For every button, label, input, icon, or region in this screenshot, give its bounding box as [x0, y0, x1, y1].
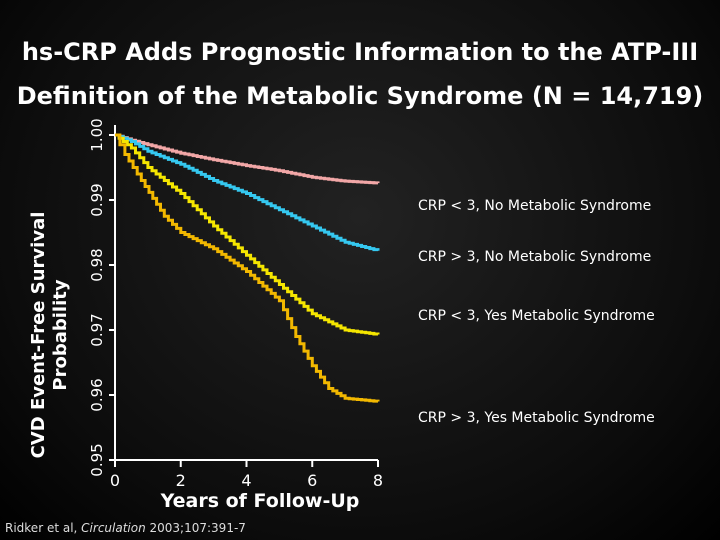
series-label-3: CRP < 3, Yes Metabolic Syndrome	[418, 308, 655, 324]
x-axis-label: Years of Follow-Up	[160, 490, 360, 512]
x-tick-label: 0	[110, 471, 120, 490]
series-line-3	[115, 133, 380, 336]
y-tick-label: 0.95	[88, 443, 106, 476]
series-label-4: CRP > 3, Yes Metabolic Syndrome	[418, 410, 655, 426]
citation-authors: Ridker et al,	[5, 521, 82, 535]
citation: Ridker et al, Circulation 2003;107:391-7	[5, 521, 246, 535]
y-tick-label: 0.99	[88, 183, 106, 216]
y-tick-label: 0.98	[88, 248, 106, 281]
y-axis-label: CVD Event-Free Survival Probability	[28, 212, 72, 459]
series-label-2: CRP > 3, No Metabolic Syndrome	[418, 249, 651, 265]
series-line-2	[115, 133, 380, 252]
series-line-1	[115, 133, 380, 185]
x-tick-label: 2	[176, 471, 186, 490]
y-axis-label-line1: CVD Event-Free Survival	[28, 211, 49, 459]
chart-title-line2: Definition of the Metabolic Syndrome (N …	[16, 82, 704, 110]
x-tick-label: 8	[373, 471, 383, 490]
chart-title-line1: hs-CRP Adds Prognostic Information to th…	[21, 38, 699, 66]
x-tick-label: 4	[241, 471, 251, 490]
y-tick-label: 1.00	[88, 118, 106, 151]
y-axis-label-line2: Probability	[50, 279, 71, 391]
y-tick-label: 0.96	[88, 378, 106, 411]
series-label-1: CRP < 3, No Metabolic Syndrome	[418, 198, 651, 214]
y-tick-label: 0.97	[88, 313, 106, 346]
citation-journal: Circulation	[81, 521, 146, 535]
citation-ref: 2003;107:391-7	[145, 521, 246, 535]
series-line-4	[115, 133, 380, 403]
x-tick-label: 6	[307, 471, 317, 490]
